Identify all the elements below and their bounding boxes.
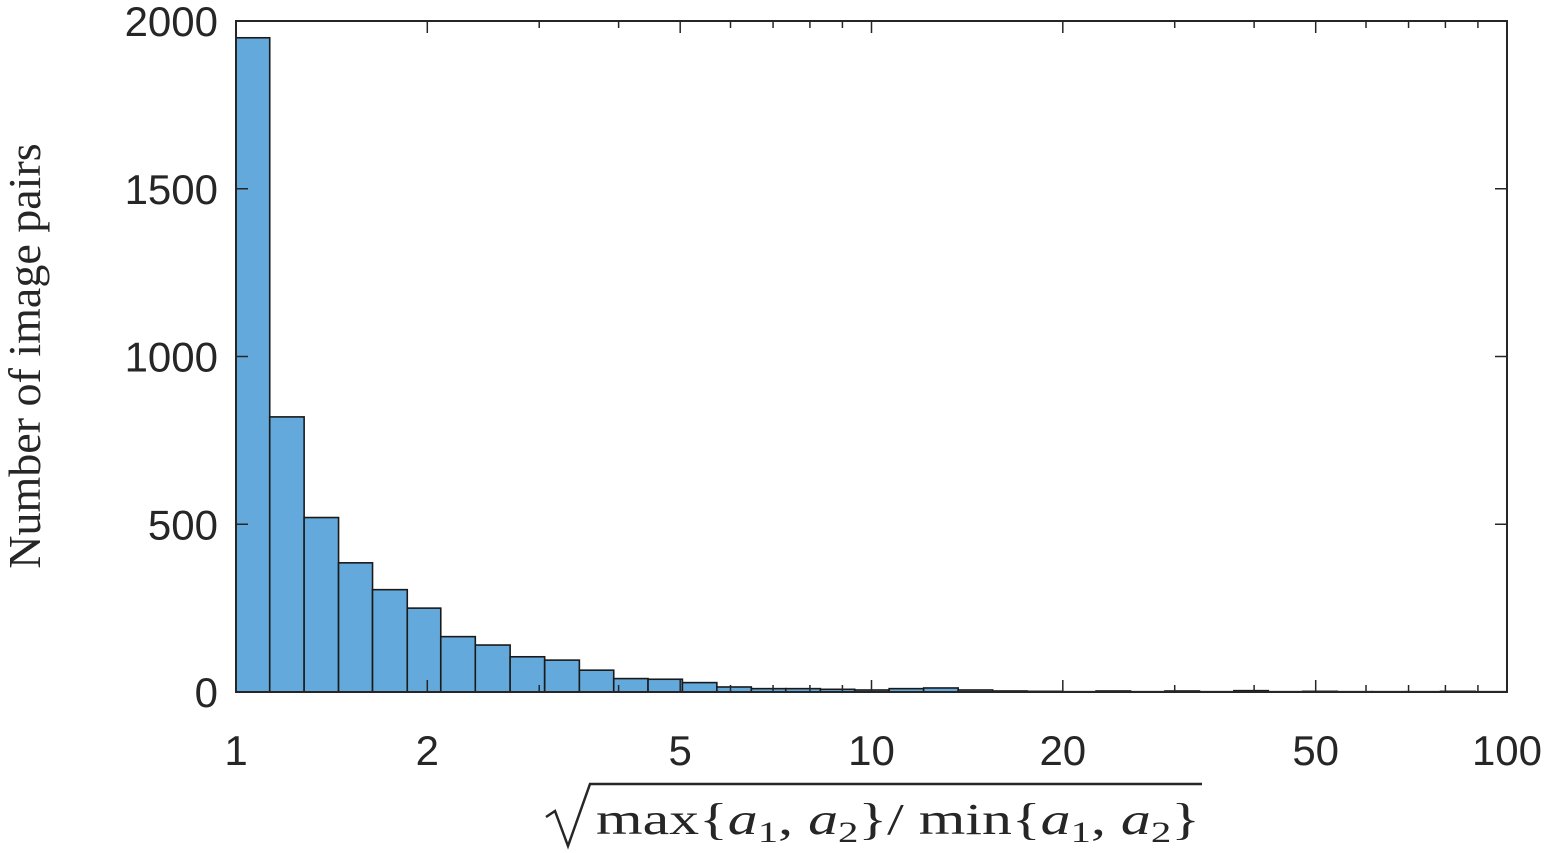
- x-axis-label-text: max{a 1, a 2}/ min{a 1, a 2}: [596, 795, 1200, 849]
- histogram-bar: [268, 416, 305, 693]
- plot-frame: [235, 20, 1508, 693]
- x-tick-label: 10: [848, 727, 895, 774]
- histogram-bar: [474, 644, 511, 693]
- x-tick-label: 2: [416, 727, 439, 774]
- histogram-bars: [235, 36, 1508, 693]
- y-tick-label: 1500: [125, 166, 218, 213]
- histogram-bar: [371, 588, 409, 693]
- x-tick-label: 50: [1292, 727, 1339, 774]
- histogram-bar: [303, 516, 340, 693]
- y-tick-label: 2000: [125, 0, 218, 45]
- histogram-bar: [647, 678, 684, 693]
- histogram-bar: [235, 36, 271, 693]
- x-tick-labels: 1 2 5 10 20 50 100: [224, 727, 1542, 774]
- histogram-bar: [578, 669, 615, 693]
- x-tick-label: 100: [1472, 727, 1542, 774]
- x-axis-label: max{a 1, a 2}/ min{a 1, a 2}: [545, 782, 1202, 850]
- axis-ticks: [236, 20, 1507, 693]
- y-tick-label: 0: [195, 669, 218, 716]
- histogram-bar: [337, 562, 374, 693]
- y-tick-label: 1000: [125, 334, 218, 381]
- x-tick-label: 5: [669, 727, 692, 774]
- x-tick-label: 20: [1039, 727, 1086, 774]
- histogram-bar: [406, 607, 442, 693]
- y-axis-label: Number of image pairs: [0, 143, 50, 568]
- sqrt-sign: [545, 782, 1202, 850]
- y-tick-labels: 0 500 1000 1500 2000: [125, 0, 218, 716]
- y-tick-label: 500: [148, 501, 218, 548]
- x-tick-label: 1: [224, 727, 247, 774]
- histogram-bar: [543, 659, 581, 693]
- histogram-bar: [439, 635, 477, 693]
- histogram-bar: [681, 681, 718, 693]
